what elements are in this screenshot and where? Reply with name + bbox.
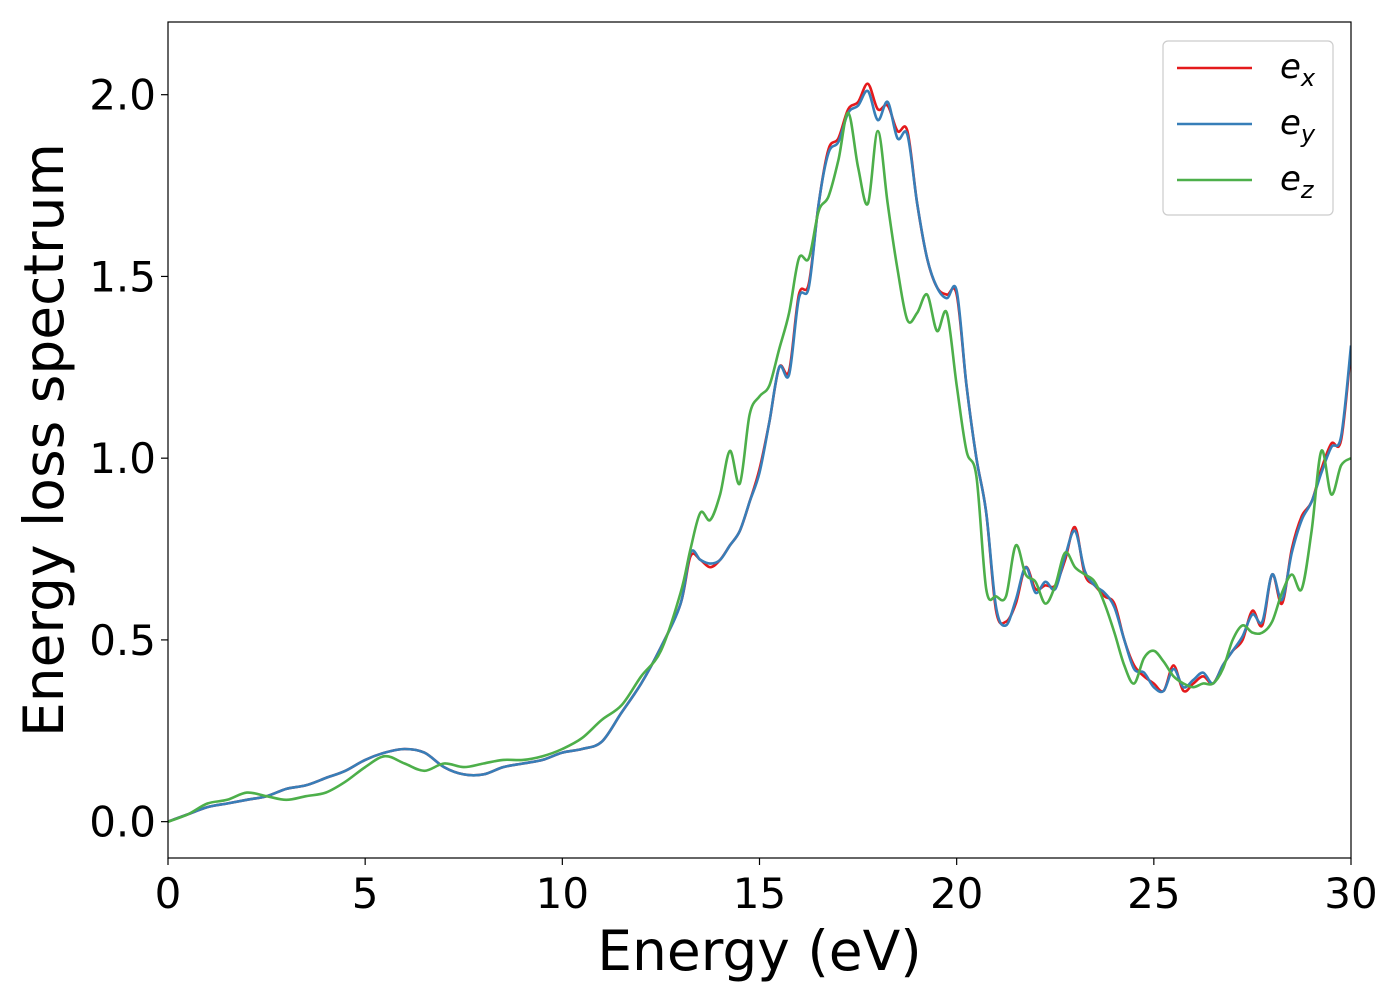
y-axis-label: Energy loss spectrum: [12, 143, 76, 737]
y-tick-label: 0.5: [89, 616, 156, 665]
legend-label: ex: [1280, 47, 1316, 92]
y-tick-label: 0.0: [89, 798, 156, 847]
y-tick-label: 2.0: [89, 71, 156, 120]
x-axis-label: Energy (eV): [597, 919, 921, 983]
x-tick-label: 30: [1324, 869, 1377, 918]
y-tick-label: 1.0: [89, 434, 156, 483]
x-tick-label: 25: [1127, 869, 1180, 918]
x-tick-label: 5: [352, 869, 379, 918]
x-axis: 0 5 10 15 20 25 30: [155, 858, 1378, 918]
legend-box: [1162, 40, 1334, 216]
y-axis: 0.0 0.5 1.0 1.5 2.0: [89, 71, 168, 847]
x-tick-label: 10: [536, 869, 589, 918]
legend-label: ey: [1280, 103, 1316, 148]
series-line-e-y: [168, 89, 1351, 823]
x-tick-label: 20: [930, 869, 983, 918]
x-tick-label: 15: [733, 869, 786, 918]
y-tick-label: 1.5: [89, 252, 156, 301]
x-tick-label: 0: [155, 869, 182, 918]
series-line-e-z: [168, 111, 1351, 823]
series-layer: [168, 82, 1351, 823]
